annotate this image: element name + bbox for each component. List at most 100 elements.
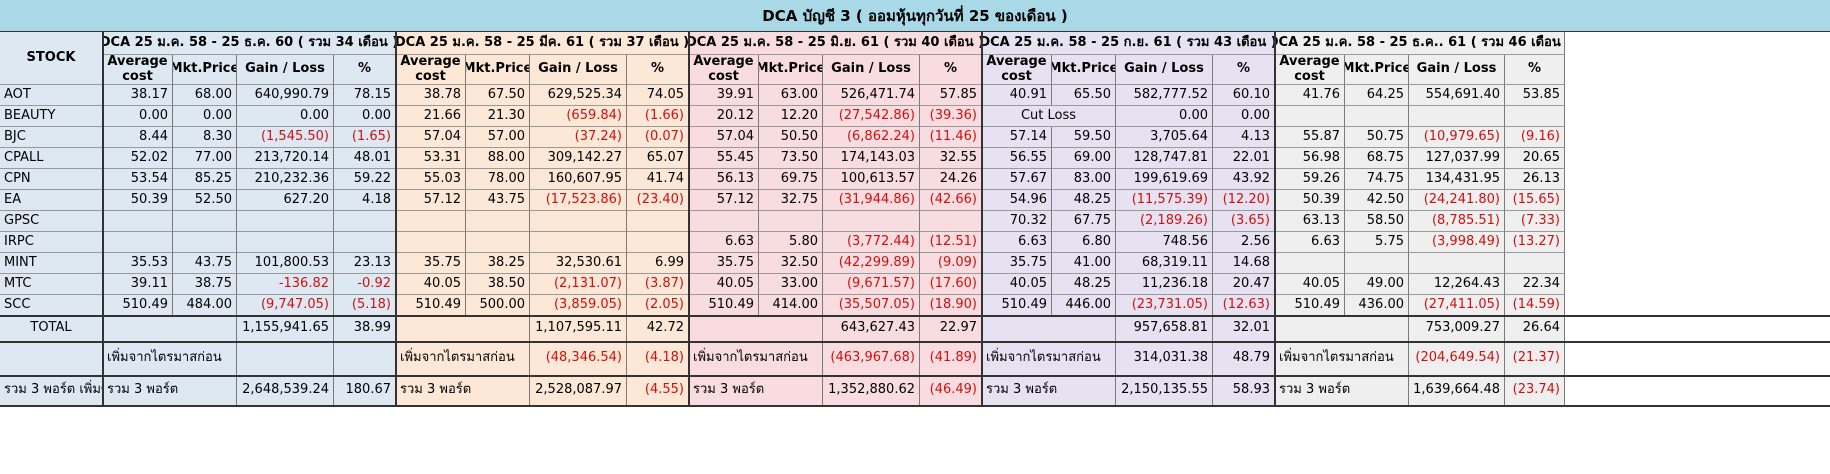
market-price-cell: 6.80 — [1052, 232, 1116, 253]
average-cost-cell: 40.05 — [1275, 274, 1345, 295]
percent-cell: 14.68 — [1213, 253, 1275, 274]
total-gain-loss: 643,627.43 — [823, 316, 920, 342]
percent-cell: 60.10 — [1213, 85, 1275, 106]
percent-cell: (5.18) — [334, 295, 396, 316]
period-header: DCA 25 ม.ค. 58 - 25 มีค. 61 ( รวม 37 เดื… — [396, 32, 689, 55]
gain-loss-cell: (6,862.24) — [823, 127, 920, 148]
percent-cell: 22.01 — [1213, 148, 1275, 169]
percent-cell — [1505, 253, 1565, 274]
market-price-cell: 500.00 — [466, 295, 530, 316]
market-price-cell: 83.00 — [1052, 169, 1116, 190]
column-header-mkt: Mkt.Price — [173, 55, 237, 85]
market-price-cell: 49.00 — [1345, 274, 1409, 295]
three-port-sum-gain-loss: 2,150,135.55 — [1116, 376, 1213, 406]
quarter-change-gain-loss: (204,649.54) — [1409, 342, 1505, 376]
gain-loss-cell: 3,705.64 — [1116, 127, 1213, 148]
three-port-sum-percent: 58.93 — [1213, 376, 1275, 406]
market-price-cell: 42.50 — [1345, 190, 1409, 211]
total-gain-loss: 753,009.27 — [1409, 316, 1505, 342]
column-header-pct: % — [334, 55, 396, 85]
average-cost-cell: 35.75 — [689, 253, 759, 274]
average-cost-cell: 57.04 — [689, 127, 759, 148]
gain-loss-cell — [823, 211, 920, 232]
market-price-cell: 12.20 — [759, 106, 823, 127]
three-port-sum-gain-loss: 1,352,880.62 — [823, 376, 920, 406]
market-price-cell: 38.50 — [466, 274, 530, 295]
three-port-sum-label: รวม 3 พอร์ต — [982, 376, 1116, 406]
stock-name: BJC — [0, 127, 103, 148]
percent-cell: 4.18 — [334, 190, 396, 211]
market-price-cell: 74.75 — [1345, 169, 1409, 190]
gain-loss-cell: 134,431.95 — [1409, 169, 1505, 190]
column-header-gl: Gain / Loss — [1409, 55, 1505, 85]
market-price-cell: 48.25 — [1052, 190, 1116, 211]
row-separator — [0, 405, 1830, 407]
column-header-pct: % — [627, 55, 689, 85]
percent-cell: (12.20) — [1213, 190, 1275, 211]
market-price-cell — [1345, 106, 1409, 127]
average-cost-cell: 56.98 — [1275, 148, 1345, 169]
gain-loss-cell — [237, 211, 334, 232]
average-cost-cell — [396, 211, 466, 232]
gain-loss-cell: (9,747.05) — [237, 295, 334, 316]
gain-loss-cell: (24,241.80) — [1409, 190, 1505, 211]
percent-cell: 6.99 — [627, 253, 689, 274]
gain-loss-cell: 199,619.69 — [1116, 169, 1213, 190]
market-price-cell: 48.25 — [1052, 274, 1116, 295]
gain-loss-cell — [530, 232, 627, 253]
average-cost-cell: 50.39 — [103, 190, 173, 211]
market-price-cell: 78.00 — [466, 169, 530, 190]
percent-cell: (1.66) — [627, 106, 689, 127]
stock-name: IRPC — [0, 232, 103, 253]
average-cost-cell: 21.66 — [396, 106, 466, 127]
gain-loss-cell: (8,785.51) — [1409, 211, 1505, 232]
average-cost-cell: 38.78 — [396, 85, 466, 106]
gain-loss-cell: 627.20 — [237, 190, 334, 211]
market-price-cell: 32.75 — [759, 190, 823, 211]
market-price-cell: 436.00 — [1345, 295, 1409, 316]
market-price-cell: 67.75 — [1052, 211, 1116, 232]
market-price-cell: 63.00 — [759, 85, 823, 106]
gain-loss-cell: 213,720.14 — [237, 148, 334, 169]
average-cost-cell: 6.63 — [1275, 232, 1345, 253]
average-cost-cell — [1275, 106, 1345, 127]
percent-cell — [334, 211, 396, 232]
column-header-pct: % — [1505, 55, 1565, 85]
column-header-gl: Gain / Loss — [823, 55, 920, 85]
percent-cell: 48.01 — [334, 148, 396, 169]
gain-loss-cell: (31,944.86) — [823, 190, 920, 211]
percent-cell — [627, 232, 689, 253]
market-price-cell: 59.50 — [1052, 127, 1116, 148]
average-cost-cell: 70.32 — [982, 211, 1052, 232]
average-cost-cell: 510.49 — [689, 295, 759, 316]
market-price-cell: 446.00 — [1052, 295, 1116, 316]
column-header-avg: Average cost — [689, 55, 759, 85]
three-port-sum-label: รวม 3 พอร์ต — [689, 376, 823, 406]
quarter-change-label: เพิ่มจากไตรมาสก่อน — [103, 342, 237, 376]
quarter-change-gain-loss — [237, 342, 334, 376]
column-header-gl: Gain / Loss — [1116, 55, 1213, 85]
percent-cell: 32.55 — [920, 148, 982, 169]
gain-loss-cell: (37.24) — [530, 127, 627, 148]
percent-cell: 22.34 — [1505, 274, 1565, 295]
sheet-title: DCA บัญชี 3 ( ออมหุ้นทุกวันที่ 25 ของเดื… — [0, 0, 1830, 32]
column-header-avg: Average cost — [1275, 55, 1345, 85]
gain-loss-cell: (23,731.05) — [1116, 295, 1213, 316]
quarter-change-percent: (4.18) — [627, 342, 689, 376]
three-port-sum-percent: (4.55) — [627, 376, 689, 406]
market-price-cell: 68.75 — [1345, 148, 1409, 169]
stock-name: CPN — [0, 169, 103, 190]
average-cost-cell: 6.63 — [689, 232, 759, 253]
gain-loss-cell: 0.00 — [237, 106, 334, 127]
quarter-change-label: เพิ่มจากไตรมาสก่อน — [1275, 342, 1409, 376]
column-header-gl: Gain / Loss — [237, 55, 334, 85]
market-price-cell — [466, 211, 530, 232]
three-port-sum-gain-loss: 2,648,539.24 — [237, 376, 334, 406]
gain-loss-cell: (659.84) — [530, 106, 627, 127]
cut-loss-note: Cut Loss — [982, 106, 1116, 127]
gain-loss-cell: (27,411.05) — [1409, 295, 1505, 316]
stock-name: AOT — [0, 85, 103, 106]
stock-name: EA — [0, 190, 103, 211]
column-header-gl: Gain / Loss — [530, 55, 627, 85]
gain-loss-cell: (2,189.26) — [1116, 211, 1213, 232]
